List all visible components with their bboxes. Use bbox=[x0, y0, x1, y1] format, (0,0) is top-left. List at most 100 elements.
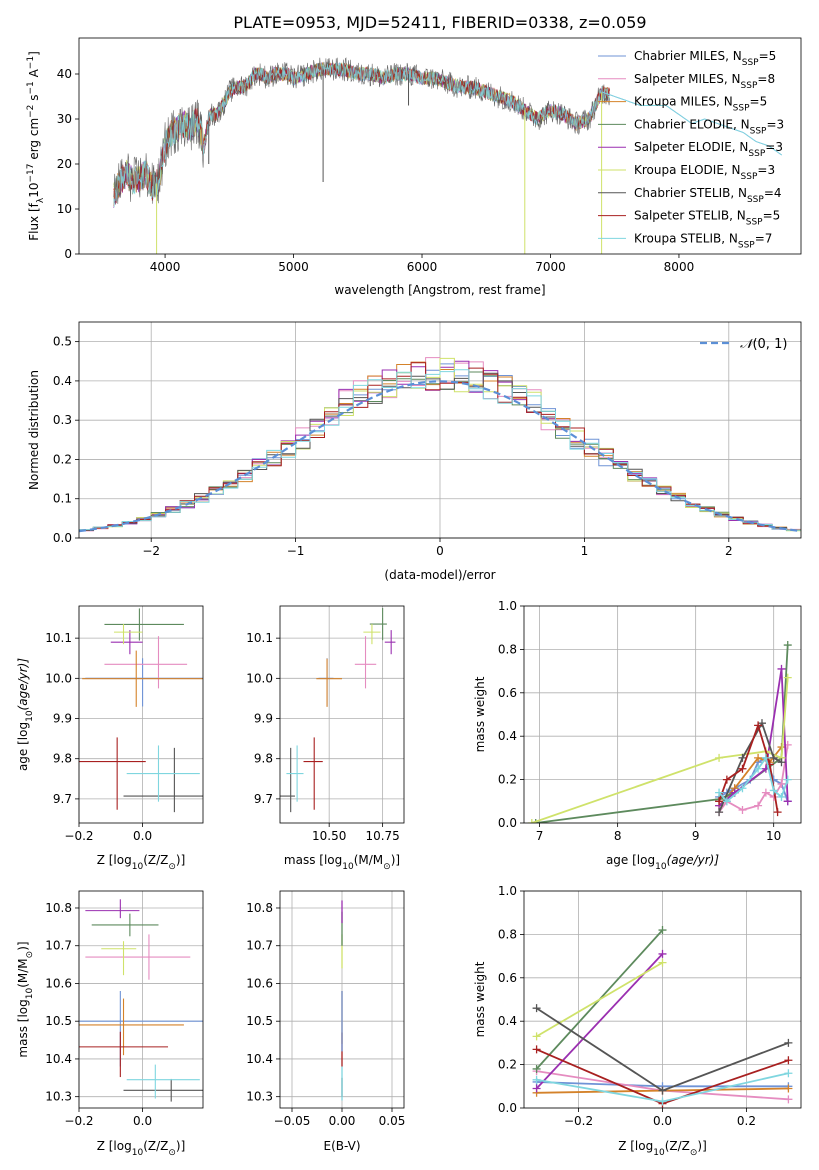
label-part: N bbox=[741, 117, 750, 131]
y-tick-label: 10.0 bbox=[246, 671, 273, 685]
x-tick-label: 0.0 bbox=[133, 829, 152, 843]
weight-marker bbox=[658, 958, 667, 967]
x-tick-label: 8 bbox=[614, 829, 622, 843]
normal-curve bbox=[79, 380, 801, 533]
label-part: ⊙ bbox=[168, 1148, 176, 1158]
label-part: N bbox=[732, 72, 741, 86]
label-part: N bbox=[732, 163, 741, 177]
weight-marker bbox=[754, 764, 763, 773]
label-part: s bbox=[27, 95, 41, 105]
weight-z-ylabel: mass weight bbox=[473, 961, 487, 1037]
label-part: (Z/Z bbox=[143, 1139, 168, 1153]
age-mass-data bbox=[280, 608, 396, 813]
mass-z-axes: −0.2 0.010.310.410.510.610.710.8Z [log10(… bbox=[16, 890, 204, 1158]
y-tick-label: 0.2 bbox=[53, 452, 72, 466]
weight-marker bbox=[777, 779, 786, 788]
label-part: SSP bbox=[733, 104, 750, 114]
spectrum-axes: 4000 5000 6000 7000 8000 0 10 20 30 40 wavelength … bbox=[26, 37, 802, 297]
label-part: =3 bbox=[766, 117, 784, 131]
age-z-data bbox=[79, 608, 203, 813]
y-tick-label: 10.7 bbox=[246, 939, 273, 953]
weight-marker bbox=[722, 775, 731, 784]
y-tick-label: 10.3 bbox=[246, 1090, 273, 1104]
y-tick-label: 0.0 bbox=[498, 1101, 517, 1115]
label-part: (M/M bbox=[16, 958, 30, 987]
label-part: A bbox=[27, 68, 41, 81]
label-part: SSP bbox=[741, 81, 758, 91]
label-part: (M/M bbox=[354, 853, 383, 867]
weight-marker bbox=[658, 1086, 667, 1095]
weight-marker bbox=[738, 753, 747, 762]
residuals-frame-group: −2 −1 0 1 2 0.0 0.1 0.2 0.3 0.4 0.5 (data-model)/er… bbox=[27, 321, 802, 582]
label-part: ⊙ bbox=[383, 862, 391, 872]
label-part: 10 bbox=[655, 862, 667, 872]
y-tick-label: 0.0 bbox=[53, 531, 72, 545]
label-part: ⊙ bbox=[25, 951, 35, 959]
weight-line-8 bbox=[718, 755, 789, 803]
weight-marker bbox=[658, 926, 667, 935]
x-tick-label: 10 bbox=[766, 829, 781, 843]
weight-marker bbox=[777, 664, 786, 673]
normal-legend-label: 𝒩(0, 1) bbox=[740, 337, 787, 352]
label-part: N bbox=[729, 231, 738, 245]
weight-marker bbox=[769, 786, 778, 795]
legend-entry: Kroupa MILES, NSSP=5 bbox=[634, 95, 767, 114]
y-tick-label: 1.0 bbox=[498, 884, 517, 898]
x-tick-label: 0 bbox=[436, 544, 444, 558]
label-part: 10 bbox=[342, 862, 354, 872]
label-part: Kroupa MILES, bbox=[634, 95, 724, 109]
x-tick-label: 10.50 bbox=[312, 829, 346, 843]
weight-marker bbox=[531, 819, 540, 823]
weight-marker bbox=[532, 1032, 541, 1041]
label-part: N bbox=[739, 140, 748, 154]
residual-hist-7 bbox=[79, 362, 801, 531]
label-part: N bbox=[733, 49, 742, 63]
label-part: SSP bbox=[742, 58, 759, 68]
axes-frame bbox=[78, 321, 802, 539]
y-tick-label: 0.5 bbox=[53, 335, 72, 349]
weight-marker bbox=[532, 1075, 541, 1084]
axes-frame bbox=[78, 37, 802, 255]
age-mass-axes: 10.50 10.75 9.7 9.8 9.9 10.0 10.1 mass [log10(M… bbox=[246, 605, 405, 872]
x-tick-label: 8000 bbox=[664, 260, 695, 274]
label-part: 10 bbox=[653, 1148, 665, 1158]
label-part: Normed distribution bbox=[27, 370, 41, 490]
label-part: Salpeter STELIB, bbox=[634, 209, 737, 223]
x-tick-label: 9 bbox=[692, 829, 700, 843]
x-tick-label: 0.0 bbox=[133, 1114, 152, 1128]
label-part: mass [log bbox=[16, 999, 30, 1057]
y-tick-label: 0 bbox=[64, 247, 72, 261]
weight-marker bbox=[658, 1097, 667, 1106]
label-part: −1 bbox=[26, 56, 36, 69]
y-tick-label: 9.7 bbox=[53, 792, 72, 806]
spectrum-model-8 bbox=[601, 91, 782, 156]
age-mass-frame-group: 10.50 10.75 9.7 9.8 9.9 10.0 10.1 mass [log10(M… bbox=[246, 605, 405, 872]
y-tick-label: 10.4 bbox=[246, 1052, 273, 1066]
weight-z-xlabel: Z [log10(Z/Z⊙)] bbox=[618, 1139, 707, 1158]
weight-marker bbox=[715, 788, 724, 797]
y-tick-label: 9.8 bbox=[254, 752, 273, 766]
age-z-ylabel: age [log10(age/yr)] bbox=[16, 658, 35, 771]
label-part: 10 bbox=[25, 988, 35, 1000]
axes-frame bbox=[279, 890, 405, 1109]
figure-title: PLATE=0953, MJD=52411, FIBERID=0338, z=0… bbox=[233, 13, 646, 32]
y-tick-label: 40 bbox=[57, 67, 72, 81]
y-tick-label: 10.6 bbox=[246, 976, 273, 990]
axes-frame bbox=[78, 605, 204, 824]
weight-marker bbox=[754, 753, 763, 762]
y-tick-label: 10.3 bbox=[45, 1090, 72, 1104]
label-part: =5 bbox=[750, 95, 768, 109]
weight-z-frame-group: −0.2 0.0 0.2 0.0 0.2 0.4 0.6 0.8 1.0 Z [log10(Z/Z… bbox=[473, 884, 802, 1158]
y-tick-label: 30 bbox=[57, 112, 72, 126]
x-tick-label: −0.2 bbox=[564, 1114, 593, 1128]
y-tick-label: 0.8 bbox=[498, 642, 517, 656]
y-tick-label: 0.2 bbox=[498, 1058, 517, 1072]
weight-marker bbox=[722, 797, 731, 806]
label-part: (Z/Z bbox=[143, 853, 168, 867]
label-part: Z [log bbox=[618, 1139, 653, 1153]
y-tick-label: 10 bbox=[57, 202, 72, 216]
x-tick-label: 7 bbox=[536, 829, 544, 843]
